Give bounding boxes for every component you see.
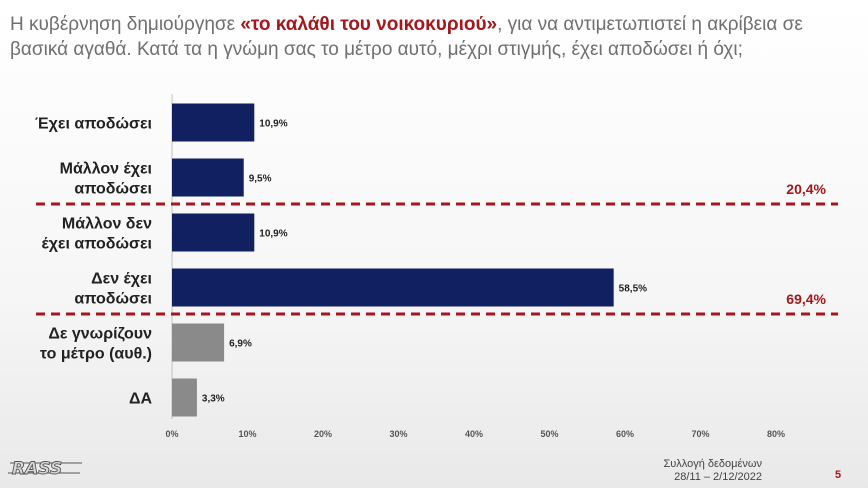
- category-label-3-0: Δεν έχει: [91, 271, 152, 288]
- category-label-0-0: Έχει αποδώσει: [35, 116, 152, 133]
- bar-0: [172, 103, 255, 142]
- source-dates: 28/11 – 2/12/2022: [674, 471, 762, 483]
- value-label-4: 6,9%: [229, 339, 252, 350]
- value-label-2: 10,9%: [259, 229, 287, 240]
- category-label-2-1: έχει αποδώσει: [41, 236, 152, 253]
- group-total-0: 20,4%: [786, 181, 826, 197]
- bar-4: [172, 323, 225, 362]
- value-label-1: 9,5%: [249, 174, 272, 185]
- category-label-1-0: Μάλλον έχει: [60, 161, 152, 178]
- x-tick-label-6: 60%: [616, 429, 634, 439]
- page-number: 5: [835, 469, 842, 481]
- value-label-0: 10,9%: [259, 119, 287, 130]
- slide-title: Η κυβέρνηση δημιούργησε «το καλάθι του ν…: [10, 12, 860, 62]
- source-label: Συλλογή δεδομένων: [663, 458, 762, 470]
- title-highlight: «το καλάθι του νοικοκυριού»: [240, 14, 498, 35]
- x-tick-label-0: 0%: [165, 429, 178, 439]
- category-label-2-0: Μάλλον δεν: [62, 216, 152, 233]
- x-tick-label-7: 70%: [691, 429, 709, 439]
- category-label-5-0: ΔΑ: [129, 391, 153, 408]
- x-tick-label-2: 20%: [314, 429, 332, 439]
- value-label-3: 58,5%: [619, 284, 647, 295]
- title-text-1: Η κυβέρνηση δημιούργησε: [10, 14, 241, 35]
- category-label-3-1: αποδώσει: [74, 291, 152, 308]
- bar-3: [172, 268, 614, 307]
- bar-1: [172, 158, 244, 197]
- category-label-1-1: αποδώσει: [74, 181, 152, 198]
- x-tick-label-5: 50%: [540, 429, 558, 439]
- bar-5: [172, 378, 197, 417]
- category-label-4-1: το μέτρο (αυθ.): [40, 346, 152, 363]
- x-tick-label-4: 40%: [465, 429, 483, 439]
- x-tick-label-3: 30%: [389, 429, 407, 439]
- logo-text: RASS: [12, 459, 62, 479]
- group-total-1: 69,4%: [786, 291, 826, 307]
- title-text-2: , για να αντιμετωπιστεί η ακρίβεια σε βα…: [10, 14, 803, 60]
- value-label-5: 3,3%: [202, 394, 225, 405]
- category-label-4-0: Δε γνωρίζουν: [48, 326, 152, 343]
- rass-logo: RASS: [6, 457, 86, 484]
- bar-2: [172, 213, 255, 252]
- x-tick-label-1: 10%: [238, 429, 256, 439]
- data-collection-note: Συλλογή δεδομένων 28/11 – 2/12/2022: [663, 458, 762, 484]
- x-tick-label-8: 80%: [767, 429, 785, 439]
